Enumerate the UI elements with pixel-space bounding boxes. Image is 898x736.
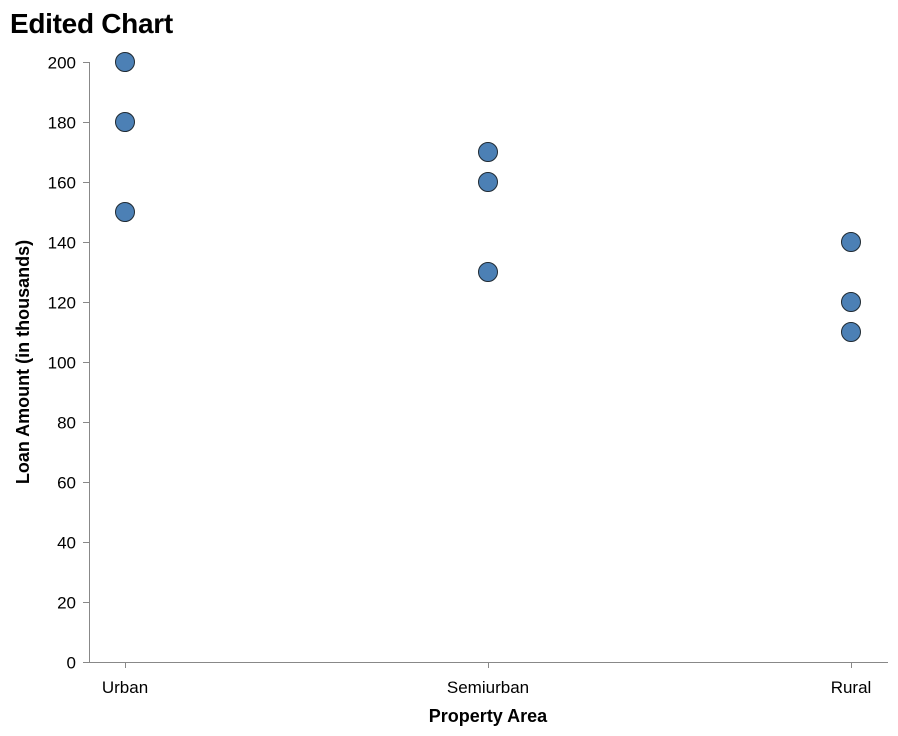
y-tick-label: 60: [57, 474, 76, 493]
y-tick-label: 40: [57, 534, 76, 553]
chart-title: Edited Chart: [10, 8, 173, 39]
y-tick-label: 20: [57, 594, 76, 613]
data-point[interactable]: [115, 112, 135, 132]
data-point[interactable]: [841, 292, 861, 312]
data-point[interactable]: [841, 232, 861, 252]
y-axis: 0 20 40 60 80 100 120 140 160 180 200: [48, 54, 90, 673]
x-tick-label: Rural: [831, 678, 872, 697]
data-point[interactable]: [841, 322, 861, 342]
y-tick-label: 140: [48, 234, 76, 253]
x-axis-title: Property Area: [429, 706, 548, 726]
data-point[interactable]: [115, 52, 135, 72]
y-tick-label: 180: [48, 114, 76, 133]
x-tick-label: Semiurban: [447, 678, 529, 697]
data-point[interactable]: [478, 142, 498, 162]
y-tick-label: 160: [48, 174, 76, 193]
x-axis: Urban Semiurban Rural: [89, 662, 888, 697]
x-tick-label: Urban: [102, 678, 148, 697]
data-points: [115, 52, 861, 342]
y-tick-label: 120: [48, 294, 76, 313]
y-tick-label: 100: [48, 354, 76, 373]
y-tick-label: 0: [67, 654, 76, 673]
y-tick-label: 80: [57, 414, 76, 433]
data-point[interactable]: [115, 202, 135, 222]
data-point[interactable]: [478, 172, 498, 192]
y-tick-label: 200: [48, 54, 76, 73]
y-axis-title: Loan Amount (in thousands): [13, 240, 33, 484]
data-point[interactable]: [478, 262, 498, 282]
